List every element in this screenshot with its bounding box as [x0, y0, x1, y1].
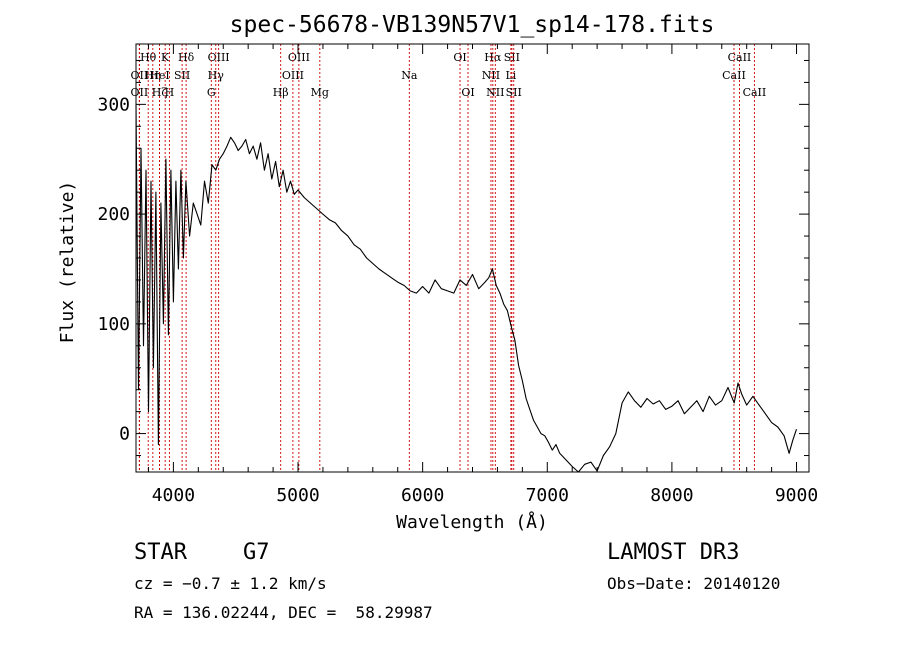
line-label-25: OI [461, 86, 474, 99]
line-label-2: Hδ [178, 51, 195, 64]
line-label-10: Hη [145, 69, 161, 82]
line-label-27: SII [506, 86, 522, 99]
x-tick-label-1: 5000 [276, 485, 319, 506]
line-label-14: OIII [282, 69, 304, 82]
axes-layer: 4000 5000 6000 7000 8000 9000 0 100 200 300 [97, 43, 818, 506]
line-label-26: NII [486, 86, 504, 99]
line-label-5: OI [453, 51, 466, 64]
line-label-21: H [165, 86, 175, 99]
y-axis-label: Flux (relative) [57, 181, 78, 344]
line-label-12: SII [174, 69, 190, 82]
coordinates: RA = 136.02244, DEC = 58.29987 [134, 603, 433, 622]
line-label-4: OIII [288, 51, 310, 64]
plot-frame [135, 43, 810, 473]
survey-name: LAMOST DR3 [607, 540, 740, 565]
observation-date: Obs−Date: 20140120 [607, 574, 781, 593]
y-tick-label-0: 0 [119, 424, 130, 445]
object-subclass: G7 [243, 540, 270, 565]
line-label-28: CaII [743, 86, 767, 99]
x-axis-label: Wavelength (Å) [396, 511, 548, 533]
line-label-19: OII [131, 86, 149, 99]
x-tick-label-3: 7000 [526, 485, 569, 506]
chart-title: spec-56678-VB139N57V1_sp14-178.fits [230, 12, 715, 38]
line-label-24: Mg [311, 86, 329, 99]
line-label-17: Li [505, 69, 516, 82]
spectrum-layer [135, 104, 798, 473]
x-tick-label-2: 6000 [401, 485, 444, 506]
y-tick-label-2: 200 [97, 204, 130, 225]
line-label-6: Hα [484, 51, 502, 64]
line-label-1: K [161, 51, 170, 64]
spectrum-series-line [135, 104, 798, 473]
line-label-3: OIII [208, 51, 230, 64]
line-label-22: G [207, 86, 216, 99]
object-class: STAR [134, 540, 187, 565]
line-label-18: CaII [722, 69, 746, 82]
y-tick-label-3: 300 [97, 94, 130, 115]
x-tick-label-0: 4000 [152, 485, 195, 506]
line-label-8: CaII [728, 51, 752, 64]
line-label-23: Hβ [273, 86, 289, 99]
x-tick-label-5: 9000 [775, 485, 818, 506]
x-tick-label-4: 8000 [650, 485, 693, 506]
redshift-cz: cz = −0.7 ± 1.2 km/s [134, 574, 327, 593]
line-label-20: Hζ [152, 86, 168, 99]
line-label-11: HeI [149, 69, 169, 82]
line-label-15: Na [401, 69, 418, 82]
line-label-9: OII [131, 69, 149, 82]
line-label-16: NII [482, 69, 500, 82]
line-label-13: Hγ [208, 69, 225, 82]
line-label-7: SII [504, 51, 520, 64]
y-tick-label-1: 100 [97, 314, 130, 335]
line-label-0: Hθ [140, 51, 157, 64]
